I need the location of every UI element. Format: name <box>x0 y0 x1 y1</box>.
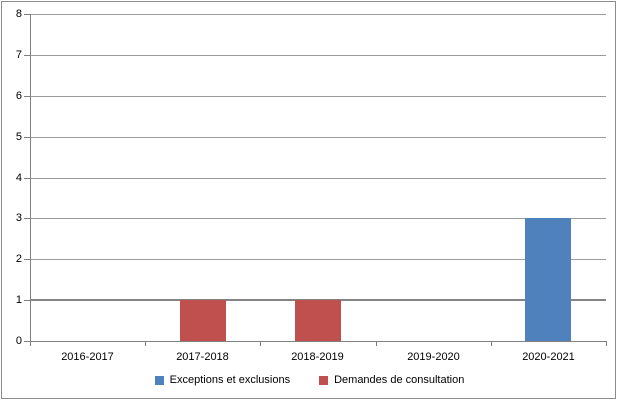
gridline <box>30 259 606 260</box>
y-axis-tick-label: 6 <box>15 90 22 102</box>
x-axis-tick <box>491 342 492 346</box>
bar-2017-2018-s1 <box>180 300 226 341</box>
y-axis-tick-label: 8 <box>15 8 22 20</box>
y-axis-tick <box>24 96 30 97</box>
legend-item: Demandes de consultation <box>319 374 464 387</box>
y-axis-tick-label: 1 <box>15 294 22 306</box>
gridline <box>30 96 606 97</box>
legend-label: Demandes de consultation <box>334 374 465 386</box>
legend-swatch-icon <box>319 376 329 385</box>
y-axis-tick <box>24 14 30 15</box>
y-axis-tick-label: 5 <box>15 131 22 143</box>
x-axis-category-label: 2016-2017 <box>61 351 114 363</box>
y-axis-tick <box>24 55 30 56</box>
y-axis-tick <box>24 178 30 179</box>
x-axis-tick <box>376 342 377 346</box>
legend-swatch-icon <box>154 376 164 385</box>
y-axis-tick-label: 2 <box>15 253 22 265</box>
bar-2020-2021-s0 <box>525 218 571 341</box>
y-axis-tick <box>24 259 30 260</box>
x-axis-category-label: 2020-2021 <box>522 351 575 363</box>
legend-label: Exceptions et exclusions <box>169 374 291 386</box>
y-axis-tick-label: 7 <box>15 49 22 61</box>
y-axis-tick <box>24 137 30 138</box>
gridline <box>30 218 606 219</box>
gridline <box>30 14 606 15</box>
y-axis-line <box>30 14 31 342</box>
y-axis-tick <box>24 218 30 219</box>
y-axis-tick-label: 0 <box>15 335 22 347</box>
x-axis-tick <box>260 342 261 346</box>
y-axis-tick-label: 3 <box>15 212 22 224</box>
x-axis-category-label: 2017-2018 <box>176 351 229 363</box>
bar-2018-2019-s1 <box>295 300 341 341</box>
gridline <box>30 55 606 56</box>
x-axis-category-label: 2018-2019 <box>291 351 344 363</box>
x-axis-tick <box>145 342 146 346</box>
y-axis-tick <box>24 300 30 301</box>
x-axis-tick <box>606 342 607 346</box>
x-axis-tick <box>30 342 31 346</box>
legend-item: Exceptions et exclusions <box>154 374 291 387</box>
y-axis-tick <box>24 341 30 342</box>
gridline <box>30 178 606 179</box>
x-axis-line <box>30 341 607 342</box>
gridline <box>30 137 606 138</box>
legend: Exceptions et exclusions Demandes de cons… <box>0 374 619 387</box>
y-axis-tick-label: 4 <box>15 172 22 184</box>
x-axis-category-label: 2019-2020 <box>407 351 460 363</box>
